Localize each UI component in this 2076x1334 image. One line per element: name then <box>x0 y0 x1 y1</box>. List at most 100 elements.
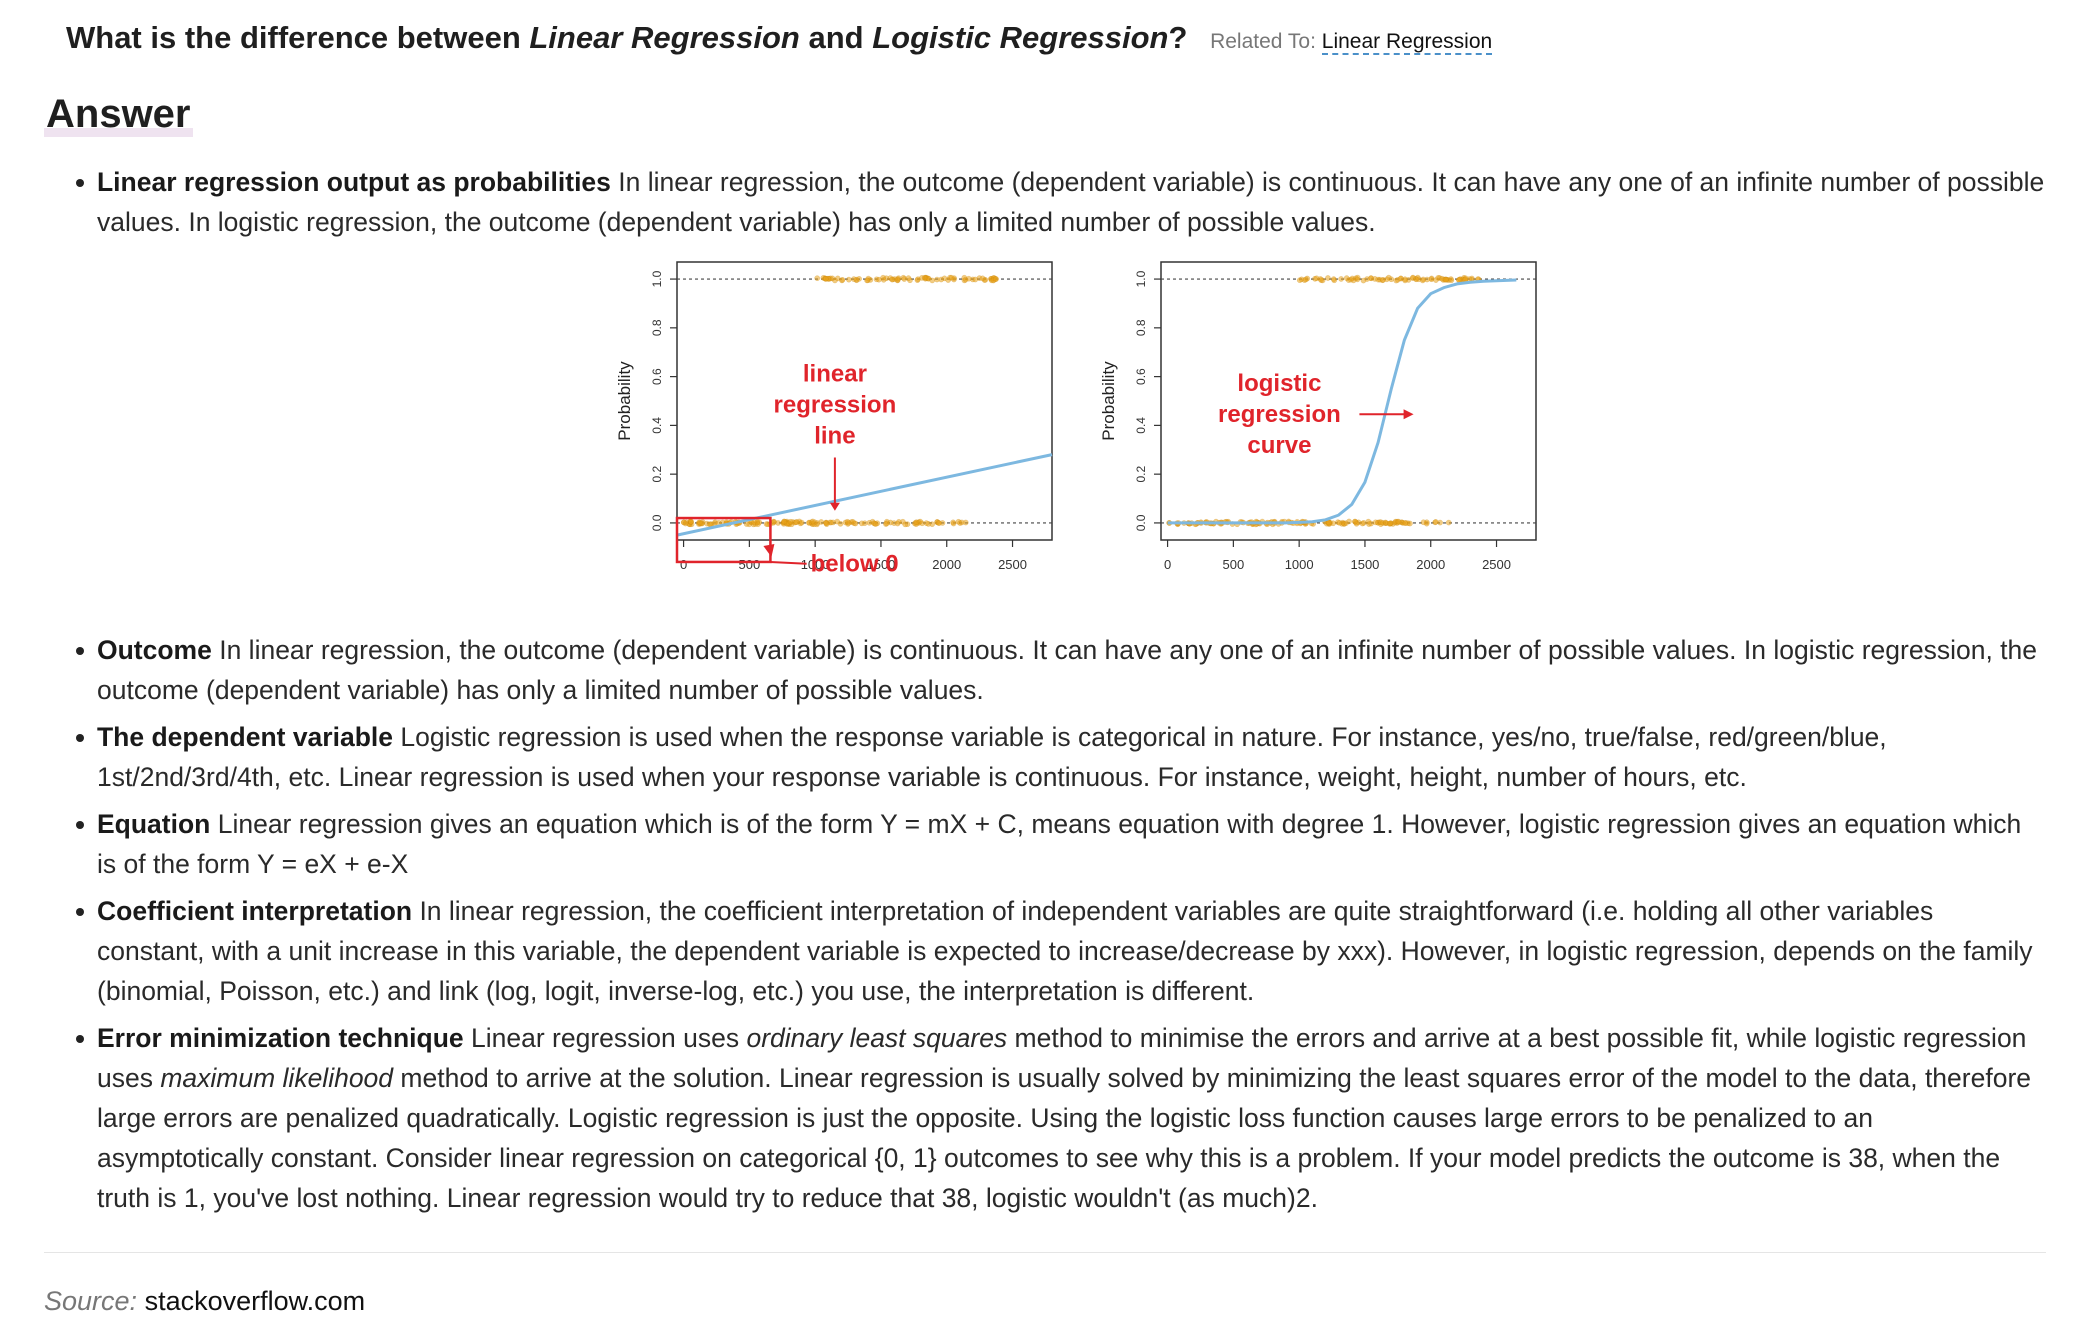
data-point <box>936 520 942 526</box>
annotation-label: regression <box>1218 401 1341 428</box>
below-zero-box <box>675 516 772 564</box>
divider <box>44 1252 2046 1253</box>
data-point <box>959 519 965 526</box>
data-point <box>798 519 805 526</box>
data-point <box>1372 519 1379 526</box>
bullet-text: Logistic regression is used when the res… <box>97 722 1887 792</box>
x-tick-label: 2500 <box>998 557 1027 572</box>
y-tick-label: 0.6 <box>1134 368 1148 385</box>
data-point <box>1442 276 1449 283</box>
question-term-logistic: Logistic Regression <box>872 20 1169 55</box>
annotation-label: logistic <box>1237 370 1321 397</box>
data-point <box>1435 274 1442 281</box>
data-point <box>1410 274 1416 281</box>
list-item: Equation Linear regression gives an equa… <box>70 804 2046 884</box>
data-point <box>823 520 830 527</box>
data-point <box>938 276 945 283</box>
answer-list: Outcome In linear regression, the outcom… <box>70 630 2046 1218</box>
bullet-text: In linear regression, the coefficient in… <box>97 896 2033 1006</box>
data-point <box>913 519 920 526</box>
data-point <box>1448 277 1455 284</box>
data-point <box>915 276 921 283</box>
data-point <box>1313 275 1320 282</box>
data-point <box>711 520 718 527</box>
data-point <box>921 274 928 281</box>
y-tick-label: 0.6 <box>650 368 664 385</box>
data-point <box>889 276 895 283</box>
data-point <box>763 521 770 527</box>
data-point <box>696 519 703 526</box>
data-point <box>1432 519 1439 525</box>
y-axis-label: Probability <box>615 361 634 441</box>
bullet-text: . <box>1310 1183 1318 1213</box>
regression-line <box>676 453 1053 537</box>
data-point <box>866 519 873 526</box>
y-axis-label: Probability <box>1099 361 1118 441</box>
data-point <box>818 519 825 525</box>
x-tick-label: 2500 <box>1482 557 1511 572</box>
data-point <box>814 275 821 282</box>
bullet-lead: Coefficient interpretation <box>97 896 413 926</box>
data-point <box>849 518 856 525</box>
data-point <box>1397 275 1404 282</box>
data-point <box>1350 277 1357 284</box>
data-point <box>844 518 851 525</box>
data-point <box>1375 276 1381 283</box>
figure-svg: 0.0 0.2 0.4 0.6 0.8 1.0 Probability 0 500 1000 150… <box>615 261 1537 578</box>
data-point <box>1402 277 1408 284</box>
linear-regression-chart: 0.0 0.2 0.4 0.6 0.8 1.0 Probability 0 500 1000 150… <box>615 261 1053 578</box>
bullet-lead: Equation <box>97 809 211 839</box>
y-tick-label: 1.0 <box>650 270 664 287</box>
annotation-arrowhead <box>829 502 840 511</box>
data-point <box>1360 277 1367 284</box>
annotation-arrow <box>770 560 807 565</box>
data-point <box>781 518 788 525</box>
y-tick-label: 0.0 <box>1134 514 1148 531</box>
data-point <box>688 518 694 525</box>
related-to: Related To: Linear Regression <box>1210 30 1493 55</box>
footnote-ref: 2 <box>1295 1183 1311 1213</box>
data-point <box>891 520 897 526</box>
data-point <box>972 276 979 283</box>
x-tick-label: 500 <box>739 557 761 572</box>
data-point <box>1428 276 1435 283</box>
bullet-lead: Outcome <box>97 635 212 665</box>
data-point <box>902 521 909 528</box>
annotation-label: line <box>814 422 855 449</box>
question-suffix: ? <box>1168 20 1188 55</box>
bullet-text: method to minimise the errors and arrive… <box>97 1023 2027 1093</box>
data-point <box>856 275 862 282</box>
data-point <box>787 518 794 525</box>
question-prefix: What is the difference between <box>66 20 530 55</box>
x-tick-label: 1500 <box>866 557 895 572</box>
data-point <box>837 520 844 527</box>
data-point <box>950 520 957 527</box>
bullet-text: method to arrive at the solution. Linear… <box>97 1063 2032 1213</box>
plot-frame <box>676 261 1053 541</box>
y-tick-label: 0.0 <box>650 514 664 531</box>
y-tick-label: 0.4 <box>1134 417 1148 434</box>
data-point <box>1346 518 1352 525</box>
related-link[interactable]: Linear Regression <box>1321 30 1493 55</box>
source-line: Source: stackoverflow.com <box>44 1286 365 1317</box>
related-label: Related To: <box>1210 30 1316 53</box>
data-point <box>1419 277 1426 284</box>
data-point <box>929 277 936 284</box>
data-point <box>979 275 986 282</box>
list-item: Error minimization technique Linear regr… <box>70 1018 2046 1218</box>
logistic-regression-chart: 0.0 0.2 0.4 0.6 0.8 1.0 Probability 0 500 1000 150… <box>1099 261 1537 572</box>
annotation-arrowhead <box>763 543 775 557</box>
x-tick-label: 500 <box>1223 557 1245 572</box>
data-point <box>1380 277 1386 283</box>
data-point <box>1387 520 1393 527</box>
data-point <box>1331 277 1338 284</box>
data-point <box>864 277 870 284</box>
y-tick-label: 0.2 <box>650 465 664 482</box>
annotation-label: curve <box>1247 432 1311 459</box>
data-point <box>1352 518 1358 525</box>
annotation-label: below 0 <box>811 551 899 578</box>
data-point <box>823 276 829 282</box>
plot-frame <box>1160 261 1537 541</box>
data-point <box>1445 519 1452 526</box>
